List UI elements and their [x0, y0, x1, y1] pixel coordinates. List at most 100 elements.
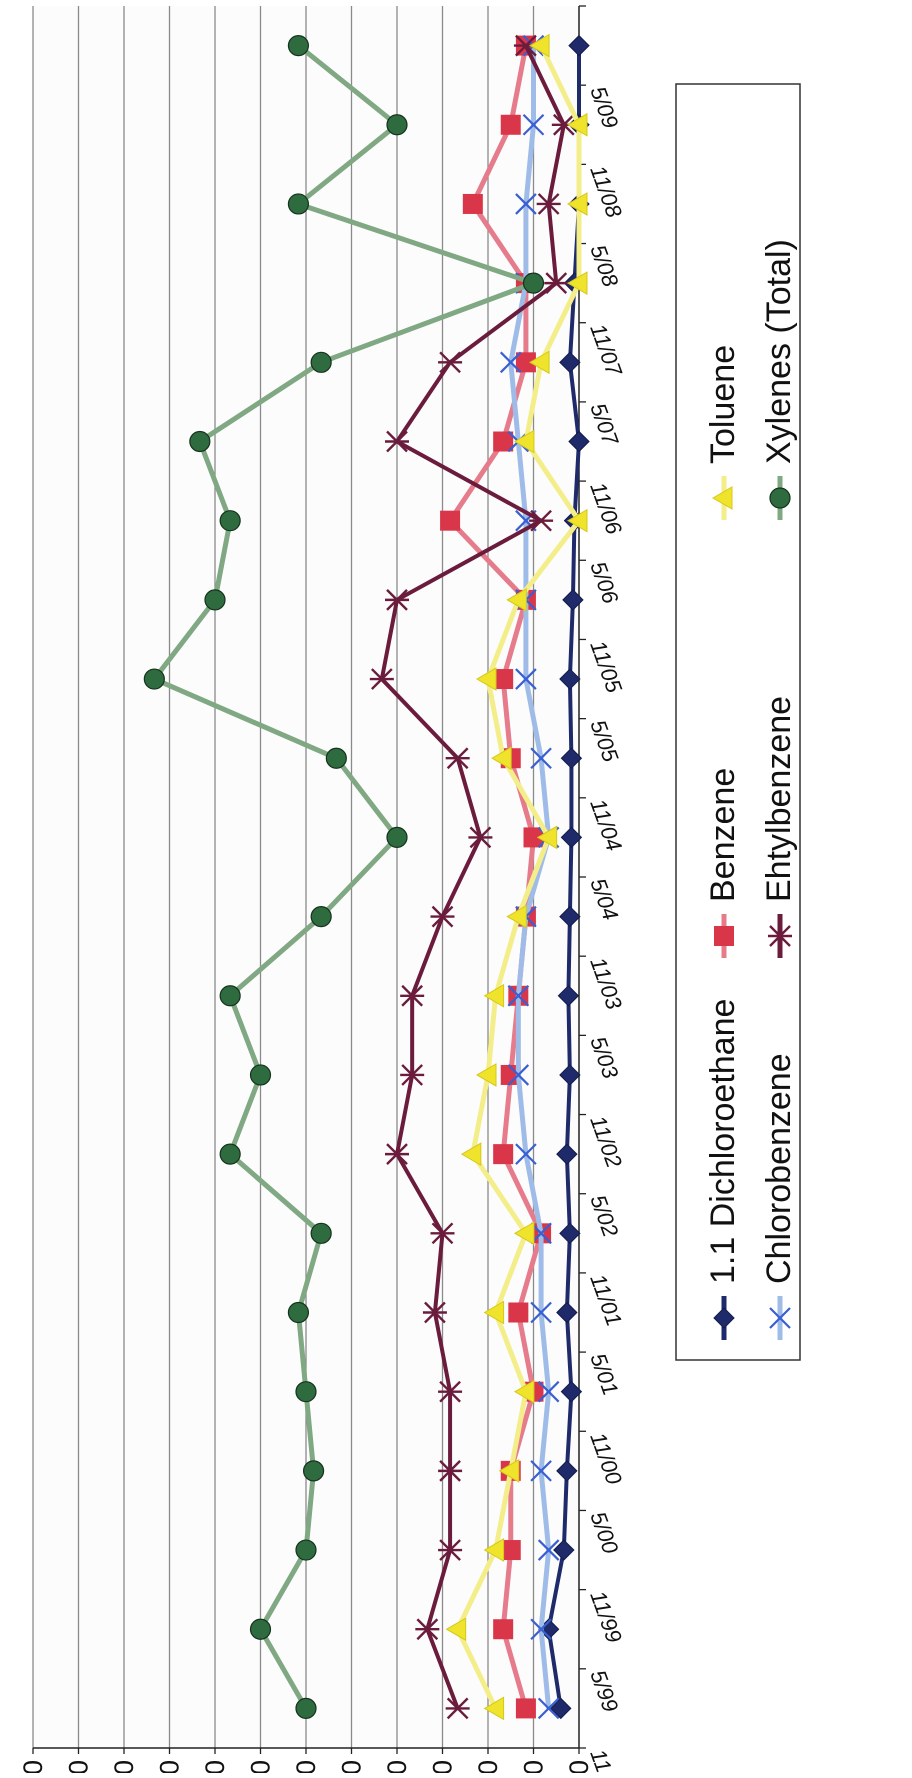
data-point	[386, 826, 408, 849]
series-xylenes-total	[143, 34, 545, 1720]
data-point	[559, 351, 581, 374]
legend-label: Ehtylbenzene	[760, 696, 798, 902]
legend-marker	[714, 926, 734, 946]
data-point	[325, 747, 347, 769]
data-point	[462, 193, 483, 214]
data-point	[506, 904, 527, 929]
data-point	[493, 431, 514, 452]
value-tick-label: 2700	[155, 1760, 185, 1773]
data-point	[445, 1617, 467, 1642]
data-point	[567, 271, 588, 296]
data-point	[559, 1222, 581, 1245]
data-point	[515, 352, 536, 373]
data-point	[560, 1380, 583, 1403]
data-point	[556, 1460, 578, 1482]
data-point	[568, 430, 590, 453]
data-point	[369, 668, 394, 690]
data-point	[483, 1538, 505, 1562]
series-line	[151, 43, 536, 1710]
legend-item-chlorobenzene: Chlorobenzene	[760, 1053, 798, 1340]
data-point	[493, 1619, 514, 1640]
time-tick-label: 11/01	[585, 1271, 627, 1330]
data-point	[483, 983, 505, 1008]
value-tick-label: 600	[473, 1760, 503, 1773]
data-point	[559, 1064, 581, 1086]
data-point	[310, 1222, 332, 1244]
data-point	[553, 1539, 575, 1561]
time-tick-label: 5/04	[585, 875, 623, 924]
time-tick-label: 5/03	[585, 1033, 623, 1083]
data-point	[287, 1301, 310, 1324]
data-point	[567, 192, 588, 216]
data-point	[493, 1144, 514, 1165]
data-point	[438, 351, 463, 374]
legend-box	[675, 83, 801, 1361]
legend-label: Toluene	[704, 345, 742, 464]
value-tick-label: 3600	[18, 1760, 48, 1773]
time-tick-label: 11/00	[585, 1429, 627, 1488]
legend-item-ehtylbenzene: Ehtylbenzene	[760, 696, 798, 958]
data-point	[530, 747, 552, 770]
legend-label: Chlorobenzene	[760, 1053, 798, 1284]
data-point	[529, 350, 550, 375]
data-point	[491, 746, 512, 771]
value-tick-label: 300	[519, 1760, 549, 1773]
legend-item-xylenes-total: Xylenes (Total)	[760, 239, 798, 520]
data-point	[400, 984, 425, 1007]
data-point	[386, 114, 408, 136]
data-point	[507, 1064, 530, 1086]
data-point	[567, 112, 588, 137]
data-point	[219, 1143, 241, 1165]
time-tick-label: 5/06	[585, 558, 623, 608]
data-point	[556, 1301, 578, 1324]
data-point	[537, 1380, 560, 1403]
series-line	[508, 45, 552, 1709]
data-point	[430, 1222, 455, 1245]
data-point	[415, 1618, 440, 1641]
data-point	[438, 1380, 463, 1403]
data-point	[385, 1143, 409, 1165]
data-point	[430, 905, 455, 928]
legend-item-toluene: Toluene	[704, 345, 742, 520]
data-point	[529, 509, 554, 532]
value-tick-label: 1500	[337, 1760, 367, 1773]
time-tick-label: 5/00	[585, 1508, 623, 1558]
data-point	[556, 1143, 578, 1165]
data-point	[544, 272, 569, 294]
data-point	[500, 1540, 521, 1561]
time-tick-label: 11/06	[585, 479, 627, 538]
data-point	[557, 985, 580, 1007]
data-point	[302, 1460, 325, 1482]
data-point	[143, 668, 165, 690]
value-tick-label: 2400	[200, 1760, 230, 1773]
data-point	[204, 589, 226, 611]
data-point	[536, 825, 558, 850]
data-point	[295, 1539, 317, 1561]
value-tick-label: 0	[564, 1760, 594, 1773]
data-point	[537, 1697, 560, 1720]
legend-item-benzene: Benzene	[704, 768, 742, 958]
data-point	[513, 1379, 535, 1404]
series-line	[447, 45, 544, 1710]
series-line	[455, 44, 582, 1710]
time-tick-label: 11/08	[585, 162, 627, 221]
data-point	[499, 351, 522, 374]
data-point	[515, 668, 537, 690]
time-tick-label: 5/05	[585, 716, 623, 766]
data-point	[400, 1064, 425, 1086]
data-point	[468, 826, 493, 849]
legend: 1.1 Dichloroethane Benzene Toluene Chlorobe…	[675, 83, 801, 1361]
data-point	[560, 747, 583, 769]
data-point	[249, 1064, 272, 1086]
data-point	[559, 905, 581, 928]
data-point	[219, 985, 241, 1007]
data-point	[445, 1697, 470, 1720]
series-line	[379, 44, 566, 1710]
data-point	[550, 1697, 572, 1720]
legend-label: 1.1 Dichloroethane	[704, 999, 742, 1284]
legend-marker	[713, 1307, 735, 1329]
data-point	[500, 1064, 521, 1085]
time-tick-label: 11/98	[585, 1746, 627, 1773]
